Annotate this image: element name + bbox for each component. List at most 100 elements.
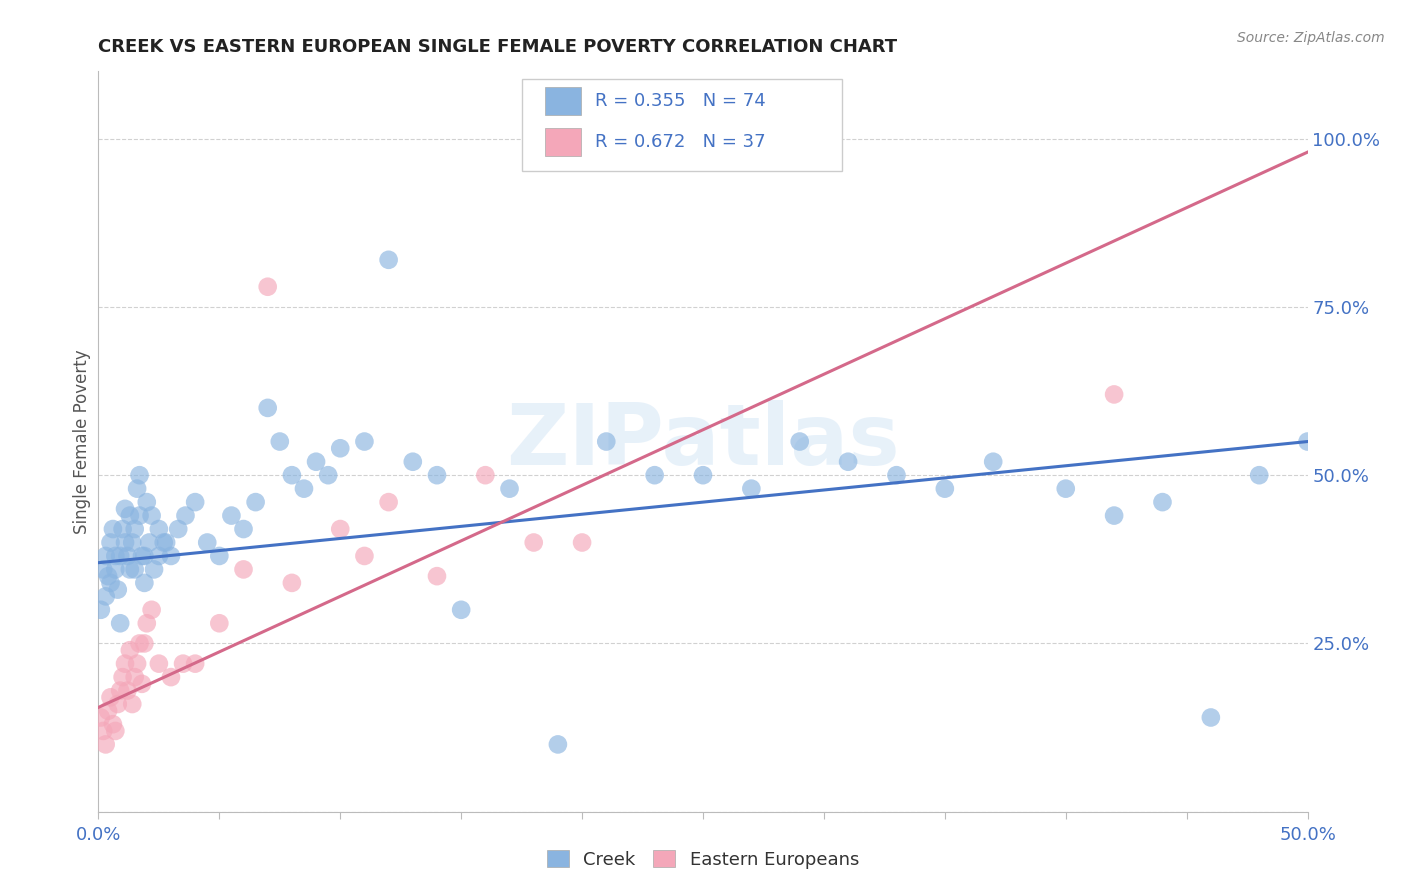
Point xyxy=(138,535,160,549)
Point xyxy=(498,482,520,496)
Point xyxy=(523,535,546,549)
Point xyxy=(108,549,131,563)
Point xyxy=(101,717,124,731)
Point xyxy=(107,582,129,597)
Point xyxy=(91,723,114,738)
Point xyxy=(1102,387,1125,401)
Text: R = 0.355   N = 74: R = 0.355 N = 74 xyxy=(595,92,766,110)
Point xyxy=(886,468,908,483)
Point xyxy=(101,522,124,536)
Point xyxy=(208,616,231,631)
Point xyxy=(353,434,375,449)
Point xyxy=(131,677,153,691)
Point xyxy=(571,535,593,549)
Point xyxy=(934,482,956,496)
Point xyxy=(143,562,166,576)
Point xyxy=(124,562,146,576)
Point xyxy=(1054,482,1077,496)
Point xyxy=(118,562,141,576)
Point xyxy=(1249,468,1271,483)
FancyBboxPatch shape xyxy=(522,78,842,171)
Point xyxy=(232,522,254,536)
Legend: Creek, Eastern Europeans: Creek, Eastern Europeans xyxy=(540,843,866,876)
Point xyxy=(160,549,183,563)
Text: Source: ZipAtlas.com: Source: ZipAtlas.com xyxy=(1237,31,1385,45)
Point xyxy=(128,508,150,523)
Point xyxy=(117,549,139,563)
Point xyxy=(94,738,117,752)
Point xyxy=(97,704,120,718)
Point xyxy=(195,535,218,549)
Point xyxy=(174,508,197,523)
Point xyxy=(91,562,114,576)
Point xyxy=(1152,495,1174,509)
Point xyxy=(90,603,112,617)
Point xyxy=(208,549,231,563)
Point xyxy=(104,549,127,563)
Point xyxy=(141,508,163,523)
Point xyxy=(837,455,859,469)
Point xyxy=(547,738,569,752)
Point xyxy=(135,495,157,509)
Point xyxy=(981,455,1004,469)
Point xyxy=(117,683,139,698)
Point xyxy=(281,575,304,590)
Point xyxy=(305,455,328,469)
Point xyxy=(141,603,163,617)
Point xyxy=(114,657,136,671)
Point xyxy=(118,643,141,657)
Point xyxy=(353,549,375,563)
Point xyxy=(474,468,496,483)
Point xyxy=(148,522,170,536)
Point xyxy=(131,549,153,563)
Point xyxy=(94,590,117,604)
Point xyxy=(118,508,141,523)
Point xyxy=(1296,434,1319,449)
FancyBboxPatch shape xyxy=(544,128,581,156)
Point xyxy=(127,482,149,496)
Point xyxy=(595,434,617,449)
Point xyxy=(184,495,207,509)
Point xyxy=(100,575,122,590)
Point xyxy=(329,442,352,456)
Point xyxy=(740,482,762,496)
Point xyxy=(232,562,254,576)
Point xyxy=(148,657,170,671)
Y-axis label: Single Female Poverty: Single Female Poverty xyxy=(73,350,91,533)
Point xyxy=(121,697,143,711)
Text: R = 0.672   N = 37: R = 0.672 N = 37 xyxy=(595,133,766,151)
Point xyxy=(104,723,127,738)
Point xyxy=(269,434,291,449)
Point xyxy=(107,697,129,711)
Point xyxy=(127,657,149,671)
Text: ZIPatlas: ZIPatlas xyxy=(506,400,900,483)
Point xyxy=(97,569,120,583)
Point xyxy=(134,636,156,650)
Point xyxy=(450,603,472,617)
Point xyxy=(108,683,131,698)
Point xyxy=(94,549,117,563)
Point xyxy=(134,575,156,590)
Point xyxy=(1199,710,1222,724)
Point xyxy=(789,434,811,449)
Point xyxy=(245,495,267,509)
Point xyxy=(256,401,278,415)
Point xyxy=(329,522,352,536)
Point xyxy=(121,535,143,549)
Point xyxy=(160,670,183,684)
Point xyxy=(111,670,134,684)
Point xyxy=(108,616,131,631)
Point xyxy=(124,670,146,684)
Point xyxy=(221,508,243,523)
Point xyxy=(135,616,157,631)
Point xyxy=(90,710,112,724)
Point xyxy=(148,549,170,563)
Point xyxy=(1102,508,1125,523)
Point xyxy=(134,549,156,563)
Point xyxy=(100,535,122,549)
Point xyxy=(152,535,174,549)
FancyBboxPatch shape xyxy=(544,87,581,115)
Point xyxy=(256,279,278,293)
Point xyxy=(426,569,449,583)
Point xyxy=(114,501,136,516)
